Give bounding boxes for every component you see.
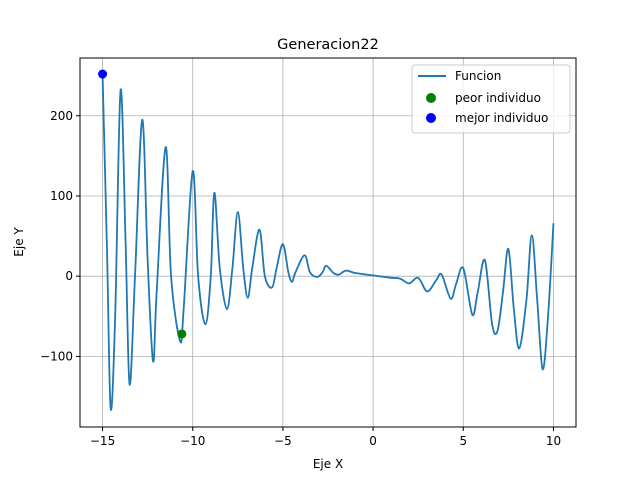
- x-axis-label: Eje X: [313, 457, 343, 471]
- plot-frame: [79, 57, 577, 428]
- legend: Funcion peor individuo mejor individuo: [411, 64, 571, 134]
- y-axis-label: Eje Y: [12, 227, 26, 257]
- y-tick-label: 100: [50, 189, 73, 203]
- x-tick-label: −15: [90, 434, 115, 448]
- chart-title: Generacion22: [277, 37, 379, 53]
- x-axis-ticks: −15 −10 −5 0 5 10: [90, 427, 561, 448]
- x-tick-label: 10: [546, 434, 561, 448]
- y-tick-label: 0: [65, 269, 73, 283]
- point-mejor-individuo: [98, 69, 108, 79]
- y-axis-ticks: −100 0 100 200: [40, 109, 80, 363]
- series-line-funcion: [101, 74, 555, 411]
- x-tick-label: −10: [180, 434, 205, 448]
- legend-swatch-mejor-individuo: [426, 113, 436, 123]
- legend-label-funcion: Funcion: [455, 69, 501, 83]
- markers-layer: [98, 69, 187, 339]
- point-peor-individuo: [177, 329, 187, 339]
- legend-swatch-peor-individuo: [426, 93, 436, 103]
- x-tick-label: 0: [369, 434, 377, 448]
- legend-label-peor-individuo: peor individuo: [455, 91, 541, 105]
- y-tick-label: 200: [50, 109, 73, 123]
- legend-label-mejor-individuo: mejor individuo: [455, 111, 548, 125]
- y-tick-label: −100: [40, 349, 73, 363]
- legend-box: [411, 64, 571, 134]
- x-tick-label: −5: [274, 434, 292, 448]
- x-tick-label: 5: [459, 434, 467, 448]
- series-layer: [101, 74, 555, 411]
